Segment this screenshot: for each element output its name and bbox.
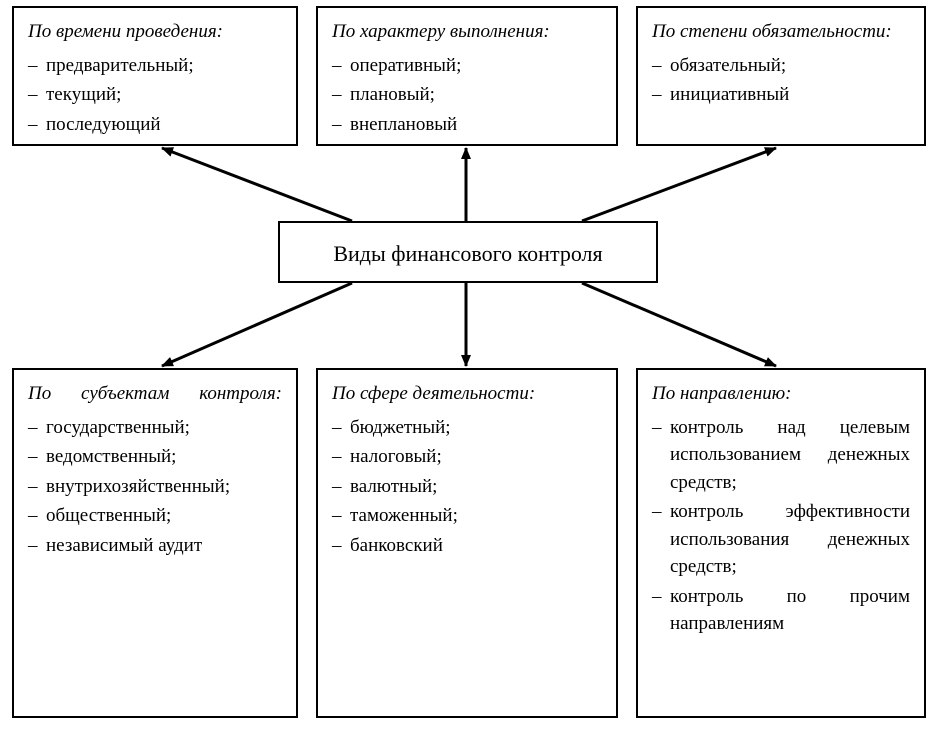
list-item-text: контроль по прочим направлениям (670, 583, 910, 638)
bullet-dash: – (28, 532, 46, 560)
list-item: –контроль эффективно­сти использования д… (652, 498, 910, 581)
bullet-dash: – (28, 443, 46, 471)
bullet-dash: – (28, 111, 46, 139)
list-item: –контроль по прочим направлениям (652, 583, 910, 638)
bullet-dash: – (28, 502, 46, 530)
bullet-dash: – (652, 414, 670, 497)
list-item: –таможенный; (332, 502, 602, 530)
item-list: –контроль над целевым использованием ден… (652, 414, 910, 638)
list-item: –банковский (332, 532, 602, 560)
list-item: –последующий (28, 111, 282, 139)
center-label: Виды финансового контроля (333, 241, 602, 266)
list-item: –внеплановый (332, 111, 602, 139)
box-title: По сфере деятельности: (332, 380, 602, 408)
bullet-dash: – (28, 414, 46, 442)
box-title: По направлению: (652, 380, 910, 408)
list-item-text: последующий (46, 111, 282, 139)
bullet-dash: – (332, 473, 350, 501)
box-title: По времени проведения: (28, 18, 282, 46)
item-list: –обязательный;–инициативный (652, 52, 910, 109)
box-title: По степени обязатель­ности: (652, 18, 910, 46)
list-item: –налоговый; (332, 443, 602, 471)
bullet-dash: – (332, 443, 350, 471)
box-time: По времени проведения:–предварительный;–… (12, 6, 298, 146)
bullet-dash: – (28, 473, 46, 501)
list-item-text: независимый аудит (46, 532, 282, 560)
list-item-text: инициативный (670, 81, 910, 109)
list-item: –контроль над целевым использованием ден… (652, 414, 910, 497)
list-item-text: бюджетный; (350, 414, 602, 442)
arrow (582, 283, 776, 366)
item-list: –государственный;–ведомственный;–внутрих… (28, 414, 282, 560)
list-item-text: текущий; (46, 81, 282, 109)
list-item-text: ведомственный; (46, 443, 282, 471)
list-item: –оперативный; (332, 52, 602, 80)
list-item-text: государственный; (46, 414, 282, 442)
bullet-dash: – (652, 583, 670, 638)
list-item: –бюджетный; (332, 414, 602, 442)
list-item: –валютный; (332, 473, 602, 501)
item-list: –бюджетный;–налоговый;–валютный;–таможен… (332, 414, 602, 560)
list-item: –государственный; (28, 414, 282, 442)
box-obligation: По степени обязатель­ности: –обязательный… (636, 6, 926, 146)
box-sphere: По сфере деятельности:–бюджетный;–налого… (316, 368, 618, 718)
bullet-dash: – (332, 111, 350, 139)
list-item-text: внеплановый (350, 111, 602, 139)
bullet-dash: – (28, 52, 46, 80)
bullet-dash: – (652, 498, 670, 581)
bullet-dash: – (652, 52, 670, 80)
list-item: –независимый аудит (28, 532, 282, 560)
list-item-text: оперативный; (350, 52, 602, 80)
bullet-dash: – (332, 81, 350, 109)
list-item-text: таможенный; (350, 502, 602, 530)
bullet-dash: – (332, 532, 350, 560)
list-item: –плановый; (332, 81, 602, 109)
list-item-text: налоговый; (350, 443, 602, 471)
list-item: –внутрихозяйствен­ный; (28, 473, 282, 501)
bullet-dash: – (332, 414, 350, 442)
list-item-text: контроль эффективно­сти использования де… (670, 498, 910, 581)
list-item-text: общественный; (46, 502, 282, 530)
list-item-text: обязательный; (670, 52, 910, 80)
box-direction: По направлению:–контроль над целевым исп… (636, 368, 926, 718)
item-list: –оперативный;–плановый;–внеплановый (332, 52, 602, 139)
list-item-text: валютный; (350, 473, 602, 501)
list-item: –ведомственный; (28, 443, 282, 471)
bullet-dash: – (652, 81, 670, 109)
bullet-dash: – (332, 502, 350, 530)
list-item: –общественный; (28, 502, 282, 530)
list-item: –текущий; (28, 81, 282, 109)
list-item-text: банковский (350, 532, 602, 560)
arrow (582, 148, 776, 221)
list-item-text: внутрихозяйствен­ный; (46, 473, 282, 501)
list-item: –обязательный; (652, 52, 910, 80)
bullet-dash: – (28, 81, 46, 109)
box-title: По характеру выполнения: (332, 18, 602, 46)
list-item-text: контроль над целевым использованием дене… (670, 414, 910, 497)
item-list: –предварительный;–текущий;–последующий (28, 52, 282, 139)
center-node: Виды финансового контроля (278, 221, 658, 283)
box-title: По субъектам кон­троля: (28, 380, 282, 408)
box-character: По характеру выполнения:–оперативный;–пл… (316, 6, 618, 146)
list-item: –предварительный; (28, 52, 282, 80)
bullet-dash: – (332, 52, 350, 80)
list-item-text: плановый; (350, 81, 602, 109)
box-subjects: По субъектам кон­троля:–государственный;… (12, 368, 298, 718)
list-item-text: предварительный; (46, 52, 282, 80)
list-item: –инициативный (652, 81, 910, 109)
arrow (162, 283, 352, 366)
arrow (162, 148, 352, 221)
